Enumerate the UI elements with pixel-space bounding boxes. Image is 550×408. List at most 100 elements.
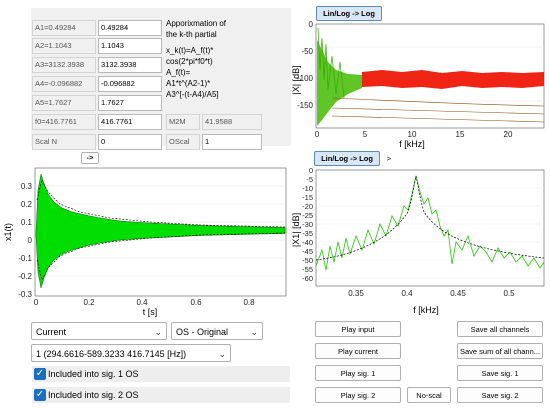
chevron-down-icon: ⌄ bbox=[154, 327, 162, 337]
spectrum-overview-plot: 0 -50 -100 -150 0 5 10 15 20 f [kHz] |X|… bbox=[292, 20, 545, 149]
param-label-a1: A1=0.49284 bbox=[32, 20, 96, 36]
formula-line2: cos(2*pi*f0*t) bbox=[166, 57, 213, 66]
oscal-label: OScal bbox=[166, 134, 200, 150]
bottom-xlabel: f [kHz] bbox=[413, 305, 439, 315]
bottom-ytick: -25 bbox=[302, 211, 313, 220]
formula-line1: x_k(t)=A_f(t)* bbox=[166, 46, 214, 55]
formula-text: Apporixmation of the k-th partial x_k(t)… bbox=[166, 18, 276, 100]
include-sig2-label: Included into sig. 2 OS bbox=[48, 390, 139, 400]
bottom-xtick: 0.35 bbox=[348, 289, 364, 298]
bottom-ytick: -10 bbox=[302, 184, 313, 193]
bottom-ytick: -40 bbox=[302, 238, 313, 247]
no-scal-button[interactable]: No-scal bbox=[407, 387, 451, 403]
param-field-a1[interactable]: 0.49284 bbox=[98, 20, 162, 36]
scal-n-label: Scal N bbox=[32, 134, 96, 150]
include-sig1-row[interactable]: ✓ Included into sig. 1 OS bbox=[32, 366, 290, 382]
time-ytick: -0.2 bbox=[18, 272, 32, 281]
formula-line5: A3^[-(t-A4)/A5] bbox=[166, 90, 219, 99]
save-sig1-button[interactable]: Save sig. 1 bbox=[457, 365, 543, 381]
bottom-ylabel: |X1| [dB] bbox=[292, 213, 301, 247]
oscal-field[interactable]: 1 bbox=[202, 134, 262, 150]
save-sig2-button[interactable]: Save sig. 2 bbox=[457, 387, 543, 403]
top-xtick: 10 bbox=[408, 130, 417, 139]
save-sum-button[interactable]: Save sum of all chann... bbox=[457, 343, 543, 359]
mode-select-value: Current bbox=[36, 327, 67, 337]
time-ytick: -0.3 bbox=[18, 290, 32, 299]
time-xtick: 0.4 bbox=[136, 298, 148, 307]
time-ytick: 0 bbox=[28, 236, 33, 245]
time-xlabel: t [s] bbox=[143, 307, 158, 317]
bottom-lin-log-toggle[interactable]: Lin/Log -> Log bbox=[314, 151, 380, 166]
formula-line4: A1*t^(A2-1)* bbox=[166, 79, 211, 88]
formula-title-line1: Apporixmation of bbox=[166, 19, 227, 28]
param-label-a2: A2=1.1043 bbox=[32, 38, 96, 54]
time-xtick: 0 bbox=[34, 298, 39, 307]
include-sig1-label: Included into sig. 1 OS bbox=[48, 369, 139, 379]
mode-select[interactable]: Current ⌄ bbox=[31, 322, 167, 340]
top-ytick: -100 bbox=[297, 74, 314, 83]
param-field-a4[interactable]: -0.096882 bbox=[98, 76, 162, 92]
bottom-ytick: 0 bbox=[309, 166, 313, 175]
bottom-ytick: -60 bbox=[302, 274, 313, 283]
top-xtick: 0 bbox=[315, 130, 320, 139]
bottom-xtick: 0.4 bbox=[401, 289, 413, 298]
formula-line3: A_f(t)= bbox=[166, 68, 191, 77]
apply-arrow-button[interactable]: -> bbox=[81, 152, 99, 164]
bottom-ytick: -30 bbox=[302, 220, 313, 229]
play-current-button[interactable]: Play current bbox=[315, 343, 401, 359]
top-ylabel: |X| [dB] bbox=[292, 65, 301, 94]
time-xtick: 0.8 bbox=[243, 298, 255, 307]
param-label-f0: f0=416.7761 bbox=[32, 114, 96, 130]
play-input-button[interactable]: Play input bbox=[315, 321, 401, 337]
scal-n-field[interactable]: 0 bbox=[98, 134, 162, 150]
os-select[interactable]: OS - Original ⌄ bbox=[171, 322, 263, 340]
checkbox-checked-icon[interactable]: ✓ bbox=[34, 368, 46, 380]
play-sig2-button[interactable]: Play sig. 2 bbox=[315, 387, 401, 403]
time-ytick: -0.1 bbox=[18, 254, 32, 263]
param-label-a3: A3=3132.3938 bbox=[32, 57, 96, 73]
bottom-xtick: 0.45 bbox=[450, 289, 466, 298]
save-all-channels-button[interactable]: Save all channels bbox=[457, 321, 543, 337]
include-sig2-row[interactable]: ✓ Included into sig. 2 OS bbox=[32, 387, 290, 403]
red-spectrum-band bbox=[362, 70, 544, 89]
zoom-spectrum-fit bbox=[315, 175, 545, 261]
top-ytick: 0 bbox=[309, 20, 314, 29]
time-envelope-lower bbox=[36, 232, 286, 281]
partial-select-value: 1 (294.6616-589.3233 416.7145 [Hz]) bbox=[36, 349, 187, 359]
time-ytick: 0.2 bbox=[21, 200, 33, 209]
top-ytick: -50 bbox=[301, 47, 313, 56]
m2m-label: M2M bbox=[166, 114, 200, 130]
formula-title-line2: the k-th partial bbox=[166, 30, 217, 39]
time-signal-fill bbox=[35, 173, 286, 289]
zoom-spectrum-green bbox=[315, 175, 545, 271]
time-xtick: 0.6 bbox=[190, 298, 202, 307]
top-lin-log-toggle[interactable]: Lin/Log -> Log bbox=[316, 6, 382, 21]
time-ytick: 0.1 bbox=[21, 218, 33, 227]
partial-select[interactable]: 1 (294.6616-589.3233 416.7145 [Hz]) ⌄ bbox=[31, 344, 231, 362]
bottom-ytick: -50 bbox=[302, 256, 313, 265]
bottom-arrow-button[interactable]: > bbox=[382, 151, 396, 166]
chevron-down-icon: ⌄ bbox=[250, 327, 258, 337]
bottom-ytick: -55 bbox=[302, 265, 313, 274]
m2m-value: 41.9588 bbox=[202, 114, 262, 130]
param-field-f0[interactable]: 416.7761 bbox=[98, 114, 162, 130]
param-field-a3[interactable]: 3132.3938 bbox=[98, 57, 162, 73]
play-sig1-button[interactable]: Play sig. 1 bbox=[315, 365, 401, 381]
top-xtick: 20 bbox=[504, 130, 513, 139]
checkbox-checked-icon[interactable]: ✓ bbox=[34, 389, 46, 401]
param-field-a5[interactable]: 1.7627 bbox=[98, 95, 162, 111]
bottom-xtick: 0.5 bbox=[503, 289, 515, 298]
param-field-a2[interactable]: 1.1043 bbox=[98, 38, 162, 54]
chevron-down-icon: ⌄ bbox=[218, 349, 226, 359]
param-label-a5: A5=1.7627 bbox=[32, 95, 96, 111]
time-envelope-upper bbox=[36, 179, 286, 228]
bottom-ytick: -5 bbox=[306, 175, 313, 184]
time-plot: 0.3 0.2 0.1 0 -0.1 -0.2 -0.3 0 0.2 0.4 0… bbox=[3, 167, 287, 317]
bottom-ytick: -45 bbox=[302, 247, 313, 256]
bottom-ytick: -35 bbox=[302, 229, 313, 238]
top-ytick: -150 bbox=[297, 101, 314, 110]
bottom-ytick: -20 bbox=[302, 202, 313, 211]
green-spectrum-band bbox=[317, 40, 362, 126]
green-spectrum-peaks bbox=[317, 27, 345, 99]
time-ytick: 0.3 bbox=[21, 182, 33, 191]
